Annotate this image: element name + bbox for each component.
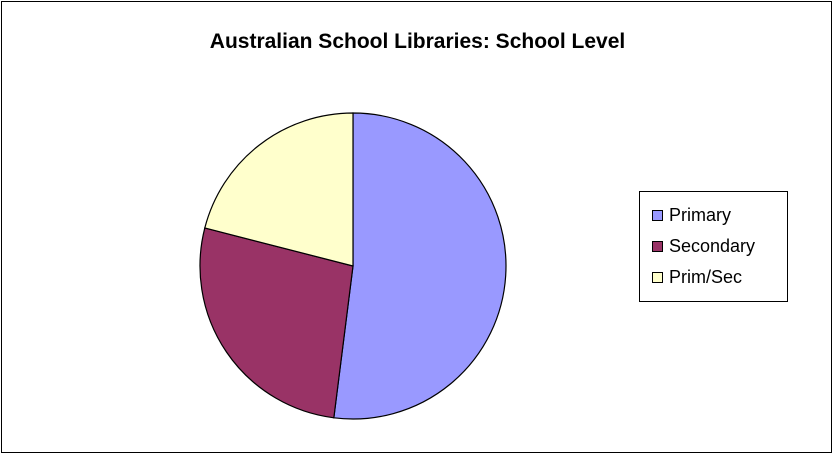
- legend-label-prim-sec: Prim/Sec: [669, 267, 743, 287]
- legend-label-primary: Primary: [669, 205, 731, 225]
- legend-item-secondary: Secondary: [640, 231, 787, 262]
- legend-item-prim-sec: Prim/Sec: [640, 262, 787, 293]
- legend-swatch-secondary: [652, 241, 663, 252]
- legend: Primary Secondary Prim/Sec: [639, 191, 788, 302]
- legend-swatch-primary: [652, 210, 663, 221]
- legend-swatch-prim-sec: [652, 272, 663, 283]
- chart-title: Australian School Libraries: School Leve…: [209, 30, 626, 53]
- legend-label-secondary: Secondary: [669, 236, 756, 256]
- pie-slice-secondary: [199, 227, 354, 419]
- pie-slice-primary: [333, 112, 507, 420]
- legend-item-primary: Primary: [640, 200, 787, 231]
- pie-slice-prim-sec: [204, 112, 354, 267]
